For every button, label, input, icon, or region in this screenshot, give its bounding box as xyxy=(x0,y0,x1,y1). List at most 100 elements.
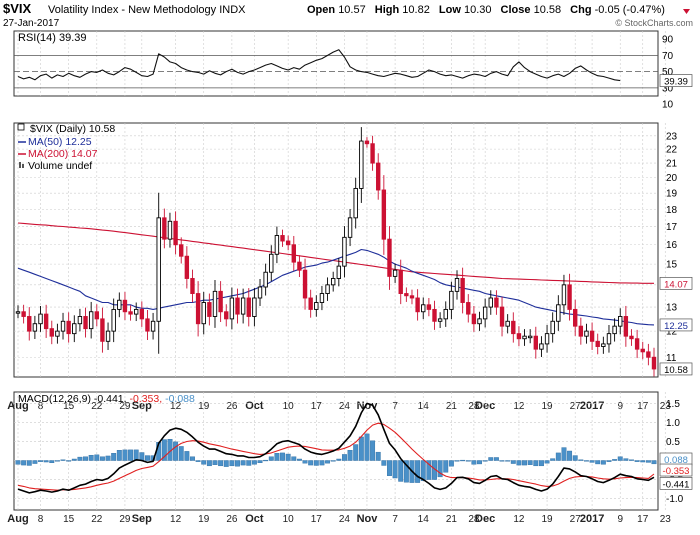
macd-x-tick-label: 26 xyxy=(226,514,238,525)
chart-date: 27-Jan-2017 xyxy=(3,18,60,29)
macd-histogram-bar xyxy=(263,459,269,462)
macd-histogram-bar xyxy=(161,439,167,461)
macd-histogram-bar xyxy=(403,460,409,483)
candle-body xyxy=(578,325,584,337)
candle-body xyxy=(443,308,448,320)
ma200-legend: MA(200) 14.07 xyxy=(28,148,98,160)
candle-body xyxy=(381,189,387,240)
price-x-tick-label: 17 xyxy=(637,401,649,412)
macd-histogram-bar xyxy=(144,455,150,461)
candle-body xyxy=(280,235,285,242)
candle-body xyxy=(471,313,477,325)
price-x-tick-label: 26 xyxy=(226,401,238,412)
macd-x-tick-label: 2017 xyxy=(580,513,604,525)
candle-body xyxy=(15,311,21,314)
candle-body xyxy=(527,335,533,339)
price-y-tick-label: 16 xyxy=(666,240,678,251)
macd-x-tick-label: 12 xyxy=(513,514,525,525)
candle-body xyxy=(173,220,178,246)
candle-body xyxy=(319,293,325,303)
price-y-tick-label: 15 xyxy=(666,260,678,271)
candle-body xyxy=(179,244,184,257)
candle-body xyxy=(539,343,544,350)
candle-body xyxy=(651,356,657,370)
macd-histogram-bar xyxy=(460,459,466,462)
price-x-tick-label: 29 xyxy=(119,401,131,412)
candle-body xyxy=(43,313,49,330)
candle-body xyxy=(105,330,111,342)
macd-x-tick-label: 17 xyxy=(311,514,323,525)
candle-body xyxy=(404,293,409,297)
price-y-tick-label: 18 xyxy=(666,205,678,216)
macd-histogram-bar xyxy=(133,449,139,461)
macd-y-tick-label: 1.5 xyxy=(666,399,680,410)
macd-histogram-bar xyxy=(640,460,646,463)
price-y-tick-label: 23 xyxy=(666,131,678,142)
candle-body xyxy=(460,278,465,303)
ma50-legend: MA(50) 12.25 xyxy=(28,136,92,148)
candle-body xyxy=(133,308,139,315)
macd-histogram-bar xyxy=(336,458,342,461)
macd-y-tick-label: 1.0 xyxy=(666,418,680,429)
candle-body xyxy=(376,162,381,191)
price-y-tick-label: 13 xyxy=(666,303,678,314)
candle-body xyxy=(449,290,454,310)
price-x-tick-label: 14 xyxy=(418,401,430,412)
macd-histogram-bar xyxy=(308,460,314,466)
ma50-last-tag-label: 12.25 xyxy=(664,321,688,332)
macd-histogram-bar xyxy=(510,460,516,464)
macd-histogram-bar xyxy=(584,460,589,462)
price-panel: 23 22 21 20 19 18 17 16 15 14 13 12 11 $VIX (Daily) 1… xyxy=(7,122,693,412)
candle-body xyxy=(291,244,296,263)
price-x-tick-label: 19 xyxy=(198,401,210,412)
macd-histogram-bar xyxy=(319,460,325,466)
macd-histogram-bar xyxy=(533,460,539,467)
rsi-legend: RSI(14) 39.39 xyxy=(18,32,86,44)
price-y-tick-label: 17 xyxy=(666,222,678,233)
macd-histogram-bar xyxy=(612,459,618,461)
macd-histogram-bar xyxy=(398,460,404,482)
candle-body xyxy=(21,311,26,317)
macd-legend: MACD(12,26,9) -0.441, -0.353, -0.088 xyxy=(18,393,195,405)
candle-body xyxy=(353,187,358,219)
macd-histogram-bar xyxy=(347,450,353,461)
candle-body xyxy=(235,297,240,315)
volume-legend-swatch xyxy=(19,162,21,168)
candle-body xyxy=(111,308,116,332)
candle-body xyxy=(190,278,195,294)
candle-body xyxy=(72,323,77,335)
macd-histogram-bar xyxy=(482,460,488,462)
candle-body xyxy=(477,318,482,325)
candle-body xyxy=(88,311,94,330)
candle-body xyxy=(66,320,71,335)
macd-histogram-bar xyxy=(251,460,257,465)
price-y-tick-label: 22 xyxy=(666,145,678,156)
candle-body xyxy=(359,140,364,189)
macd-histogram-bar xyxy=(448,460,454,467)
price-x-tick-label: Nov xyxy=(357,400,379,412)
candle-body xyxy=(224,311,229,320)
macd-histogram-bar xyxy=(595,460,601,465)
candle-body xyxy=(240,297,246,315)
macd-y-tick-label: -1.0 xyxy=(666,494,684,505)
candle-body xyxy=(505,320,510,327)
macd-histogram-bar xyxy=(600,460,606,465)
price-y-tick-label: 11 xyxy=(666,353,677,364)
price-y-tick-label: 20 xyxy=(666,173,678,184)
macd-histogram-bar xyxy=(561,447,567,461)
candle-body xyxy=(94,311,99,320)
ma200-last-tag-label: 14.07 xyxy=(664,279,688,290)
candle-body xyxy=(482,306,488,320)
macd-x-tick-label: 10 xyxy=(283,514,295,525)
macd-histogram-bar xyxy=(493,457,499,461)
macd-histogram-bar xyxy=(606,460,612,462)
macd-histogram-bar xyxy=(634,460,640,462)
macd-histogram-bar xyxy=(268,456,274,461)
candle-body xyxy=(336,265,342,279)
candle-body xyxy=(330,278,336,286)
candle-body xyxy=(297,261,302,271)
candle-body xyxy=(437,318,443,322)
macd-histogram-bar xyxy=(353,444,359,461)
macd-histogram-bar xyxy=(43,460,49,463)
candle-body xyxy=(561,284,567,306)
